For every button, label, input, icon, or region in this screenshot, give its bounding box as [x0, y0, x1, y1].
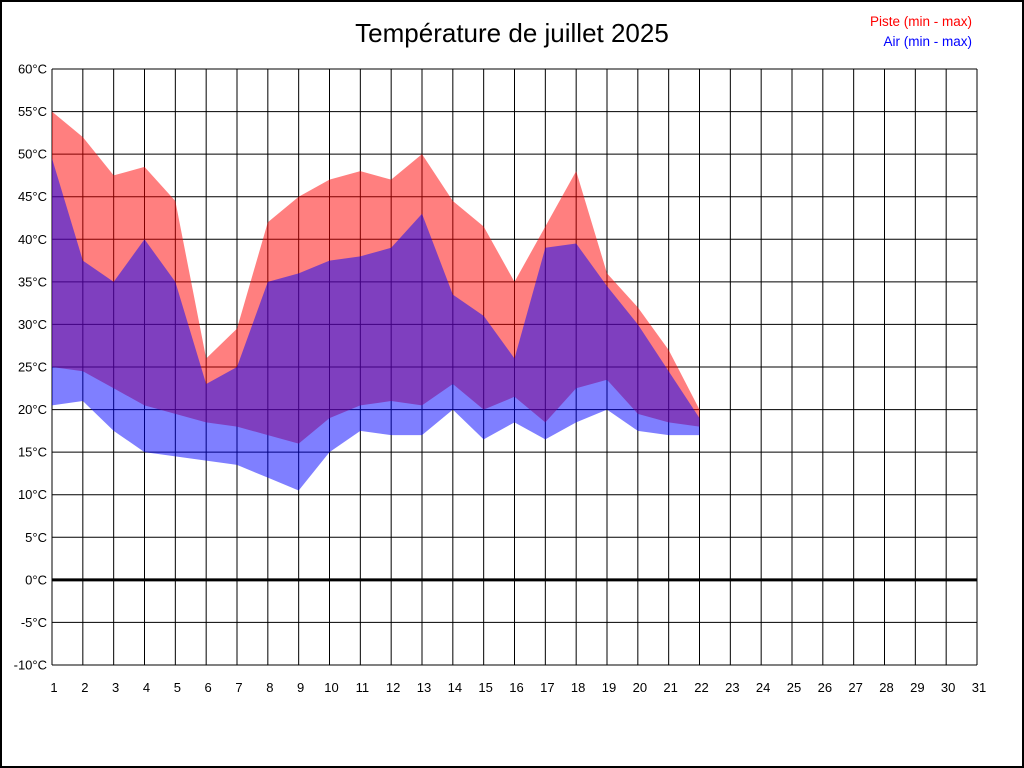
x-axis-tick-label: 21 [663, 680, 677, 695]
x-axis-tick-label: 31 [972, 680, 986, 695]
x-axis-tick-label: 30 [941, 680, 955, 695]
x-axis-tick-label: 16 [509, 680, 523, 695]
y-axis-tick-label: 55°C [18, 104, 47, 119]
x-axis-tick-label: 29 [910, 680, 924, 695]
y-axis-tick-label: 0°C [25, 572, 47, 587]
x-axis-tick-label: 20 [633, 680, 647, 695]
y-axis-tick-label: 20°C [18, 402, 47, 417]
y-axis-tick-label: 40°C [18, 232, 47, 247]
chart-title: Température de juillet 2025 [355, 18, 669, 48]
x-axis-tick-label: 19 [602, 680, 616, 695]
x-axis-tick-label: 2 [81, 680, 88, 695]
y-axis-tick-label: 35°C [18, 274, 47, 289]
x-axis-tick-label: 12 [386, 680, 400, 695]
x-axis-tick-label: 13 [417, 680, 431, 695]
x-axis-tick-label: 25 [787, 680, 801, 695]
air-band [52, 158, 700, 491]
y-axis-tick-label: -5°C [21, 615, 47, 630]
x-axis-tick-label: 15 [478, 680, 492, 695]
y-axis-tick-label: 15°C [18, 445, 47, 460]
y-axis-tick-label: 30°C [18, 317, 47, 332]
y-axis-tick-label: 10°C [18, 487, 47, 502]
x-axis-tick-label: 8 [266, 680, 273, 695]
x-axis-tick-label: 6 [205, 680, 212, 695]
x-axis-tick-label: 18 [571, 680, 585, 695]
x-axis-tick-label: 9 [297, 680, 304, 695]
x-axis-tick-label: 4 [143, 680, 150, 695]
x-axis-tick-label: 28 [879, 680, 893, 695]
y-axis-tick-label: 25°C [18, 360, 47, 375]
x-axis-tick-label: 23 [725, 680, 739, 695]
x-axis-tick-label: 3 [112, 680, 119, 695]
legend-item-air: Air (min - max) [883, 34, 973, 49]
y-axis-labels: 60°C 55°C 50°C 45°C 40°C 35°C 30°C 25°C 20°C 15°C… [14, 62, 47, 673]
x-axis-tick-label: 17 [540, 680, 554, 695]
x-axis-tick-label: 22 [694, 680, 708, 695]
legend-item-piste: Piste (min - max) [869, 14, 972, 29]
y-axis-tick-label: 60°C [18, 62, 47, 77]
x-axis-tick-label: 14 [448, 680, 462, 695]
x-axis-tick-label: 5 [174, 680, 181, 695]
y-axis-tick-label: 45°C [18, 189, 47, 204]
x-axis-labels: 1 2 3 4 5 6 7 8 9 10 11 12 13 14 15 16 17 18 19 20 21 22 23 24 2… [50, 680, 986, 695]
x-axis-tick-label: 1 [50, 680, 57, 695]
x-axis-tick-label: 7 [235, 680, 242, 695]
x-axis-tick-label: 24 [756, 680, 770, 695]
x-axis-tick-label: 26 [818, 680, 832, 695]
x-axis-tick-label: 27 [848, 680, 862, 695]
x-axis-tick-label: 10 [324, 680, 338, 695]
y-axis-tick-label: -10°C [14, 658, 47, 673]
x-axis-tick-label: 11 [356, 680, 370, 695]
legend: Piste (min - max) Air (min - max) [870, 12, 972, 52]
y-axis-tick-label: 50°C [18, 147, 47, 162]
y-axis-tick-label: 5°C [25, 530, 47, 545]
